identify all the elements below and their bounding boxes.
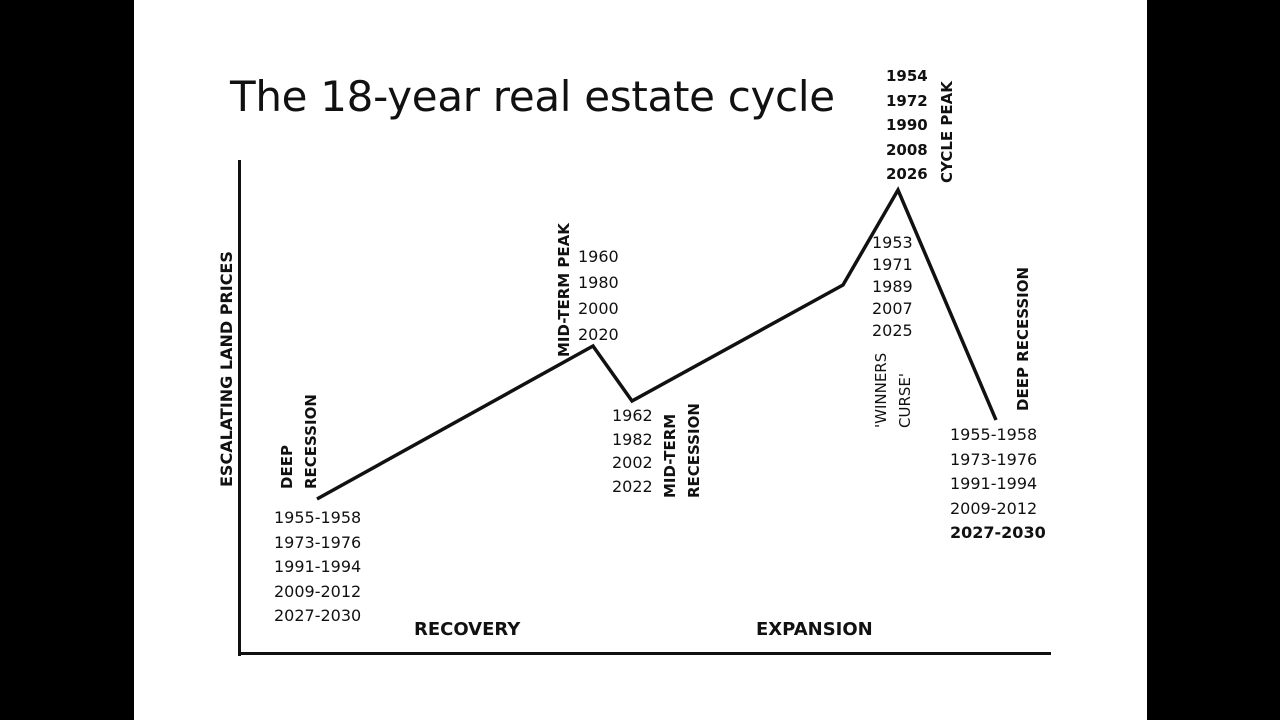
mid-term-peak-years: 1960 1980 2000 2020 <box>578 244 619 348</box>
year-range: 1973-1976 <box>950 449 1038 469</box>
winners-curse-years: 1953 1971 1989 2007 2025 <box>872 232 913 342</box>
mid-term-peak-label: MID-TERM PEAK <box>552 223 576 357</box>
deep-recession-start-label-line-1: DEEP <box>278 445 296 489</box>
deep-recession-start-label: DEEP RECESSION <box>275 394 323 489</box>
phase-label-expansion: EXPANSION <box>756 619 873 640</box>
year: 1954 <box>886 67 928 85</box>
winners-curse-label-line-2: CURSE' <box>896 373 914 428</box>
deep-recession-end-years: 1955-1958 1973-1976 1991-1994 2009-2012 … <box>950 423 1046 546</box>
year: 1953 <box>872 233 913 252</box>
year: 1971 <box>872 255 913 274</box>
mid-term-recession-label-line-1: MID-TERM <box>661 413 679 498</box>
mid-term-recession-label-line-2: RECESSION <box>685 403 703 498</box>
year: 2026 <box>886 165 928 183</box>
year: 1982 <box>612 429 653 449</box>
year-range: 1955-1958 <box>950 425 1038 444</box>
cycle-line <box>316 186 998 501</box>
cycle-peak-label-text: CYCLE PEAK <box>938 81 956 183</box>
year: 1972 <box>886 91 928 110</box>
year: 2008 <box>886 140 928 159</box>
year-range: 2027-2030 <box>274 606 362 625</box>
slide-canvas: The 18-year real estate cycle ESCALATING… <box>134 0 1147 720</box>
winners-curse-label: 'WINNERS CURSE' <box>869 353 917 428</box>
phase-label-recovery: RECOVERY <box>414 619 521 640</box>
year-range: 1973-1976 <box>274 532 362 552</box>
year-range: 2009-2012 <box>274 581 362 601</box>
year-range: 1991-1994 <box>950 474 1038 493</box>
diagram-title: The 18-year real estate cycle <box>230 72 835 121</box>
y-axis-line <box>238 160 241 656</box>
cycle-curve <box>316 186 998 501</box>
deep-recession-start-years: 1955-1958 1973-1976 1991-1994 2009-2012 … <box>274 506 361 629</box>
year-range: 2009-2012 <box>950 498 1038 518</box>
cycle-peak-label: CYCLE PEAK <box>935 81 959 183</box>
year: 2002 <box>612 453 653 472</box>
deep-recession-end-label-text: DEEP RECESSION <box>1014 266 1032 411</box>
year: 2025 <box>872 321 913 340</box>
year: 1962 <box>612 406 653 425</box>
year: 1960 <box>578 247 619 266</box>
year: 2000 <box>578 299 619 318</box>
mid-term-peak-label-text: MID-TERM PEAK <box>555 223 573 357</box>
year: 2007 <box>872 299 913 318</box>
year-range-highlighted: 2027-2030 <box>950 523 1046 542</box>
x-axis-line <box>238 652 1051 655</box>
mid-term-recession-years: 1962 1982 2002 2022 <box>612 404 653 498</box>
winners-curse-label-line-1: 'WINNERS <box>872 352 890 428</box>
year-range: 1955-1958 <box>274 508 362 527</box>
deep-recession-start-label-line-2: RECESSION <box>302 394 320 489</box>
year: 1990 <box>886 116 928 134</box>
year: 1980 <box>578 273 619 292</box>
mid-term-recession-label: MID-TERM RECESSION <box>658 403 706 498</box>
year: 2022 <box>612 476 653 496</box>
year-range: 1991-1994 <box>274 557 362 576</box>
year: 2020 <box>578 325 619 344</box>
year: 1989 <box>872 277 913 296</box>
cycle-peak-years: 1954 1972 1990 2008 2026 <box>886 64 928 187</box>
deep-recession-end-label: DEEP RECESSION <box>1011 267 1035 411</box>
